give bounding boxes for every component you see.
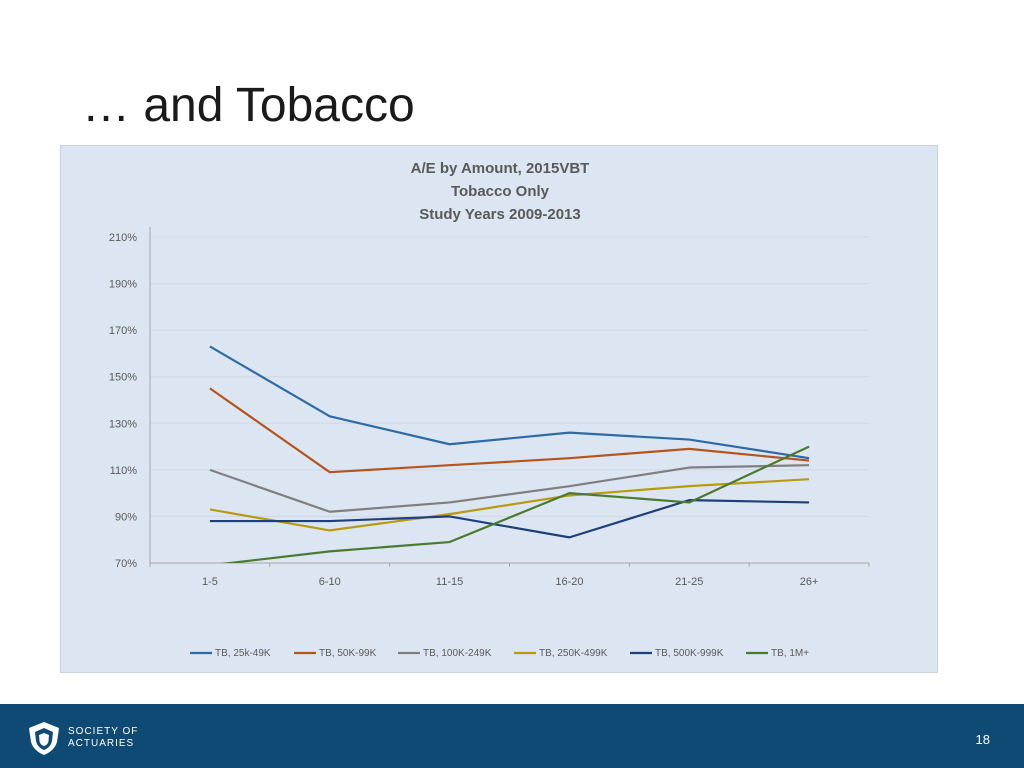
chart-series [209, 345, 810, 563]
y-tick-label: 110% [110, 465, 138, 477]
legend-label: TB, 1M+ [771, 648, 809, 659]
page-number: 18 [975, 732, 990, 747]
soa-shield-logo-icon [29, 722, 59, 755]
legend-label: TB, 250K-499K [539, 648, 608, 659]
y-tick-label: 70% [115, 558, 137, 570]
x-tick-label: 21-25 [675, 576, 703, 588]
series-line-6 [220, 445, 810, 563]
slide-title: … and Tobacco [82, 79, 415, 132]
chart-panel: A/E by Amount, 2015VBT Tobacco Only Study … [60, 145, 938, 673]
series-line-3 [209, 464, 810, 513]
logo-wordmark: SOCIETY OF ACTUARIES [68, 726, 138, 750]
chart-axes [149, 227, 869, 564]
series-line-2 [209, 387, 810, 474]
y-tick-label: 210% [109, 232, 137, 244]
legend-label: TB, 25k-49K [215, 648, 271, 659]
x-axis-ticks: 1-5 6-10 11-15 16-20 21-25 26+ [149, 563, 870, 588]
y-tick-label: 190% [109, 279, 137, 291]
chart-legend: TB, 25k-49K TB, 50K-99K TB, 100K-249K TB, 2… [190, 648, 809, 659]
y-tick-label: 90% [115, 511, 137, 523]
legend-label: TB, 50K-99K [319, 648, 377, 659]
line-chart: A/E by Amount, 2015VBT Tobacco Only Study … [109, 160, 870, 659]
logo-line-1: SOCIETY OF [68, 726, 139, 737]
series-line-1 [209, 345, 810, 460]
x-tick-label: 6-10 [319, 576, 341, 588]
footer-bar: SOCIETY OF ACTUARIES 18 [0, 704, 1024, 768]
series-line-5 [209, 499, 810, 539]
logo-line-2: ACTUARIES [68, 738, 135, 749]
y-tick-label: 130% [109, 418, 137, 430]
y-axis-ticks: 70% 90% 110% 130% 150% 170% 190% 210% [109, 232, 137, 570]
x-tick-label: 26+ [800, 576, 819, 588]
chart-title: A/E by Amount, 2015VBT Tobacco Only Study … [411, 160, 590, 223]
series-line-4 [209, 478, 810, 532]
chart-gridlines [150, 236, 869, 564]
legend-label: TB, 100K-249K [423, 648, 492, 659]
chart-title-line-1: A/E by Amount, 2015VBT [411, 160, 590, 177]
x-tick-label: 1-5 [202, 576, 218, 588]
x-tick-label: 11-15 [436, 576, 463, 588]
x-tick-label: 16-20 [555, 576, 583, 588]
legend-label: TB, 500K-999K [655, 648, 724, 659]
chart-title-line-3: Study Years 2009-2013 [419, 206, 581, 223]
y-tick-label: 150% [109, 372, 137, 384]
y-tick-label: 170% [109, 325, 137, 337]
chart-title-line-2: Tobacco Only [451, 183, 550, 200]
